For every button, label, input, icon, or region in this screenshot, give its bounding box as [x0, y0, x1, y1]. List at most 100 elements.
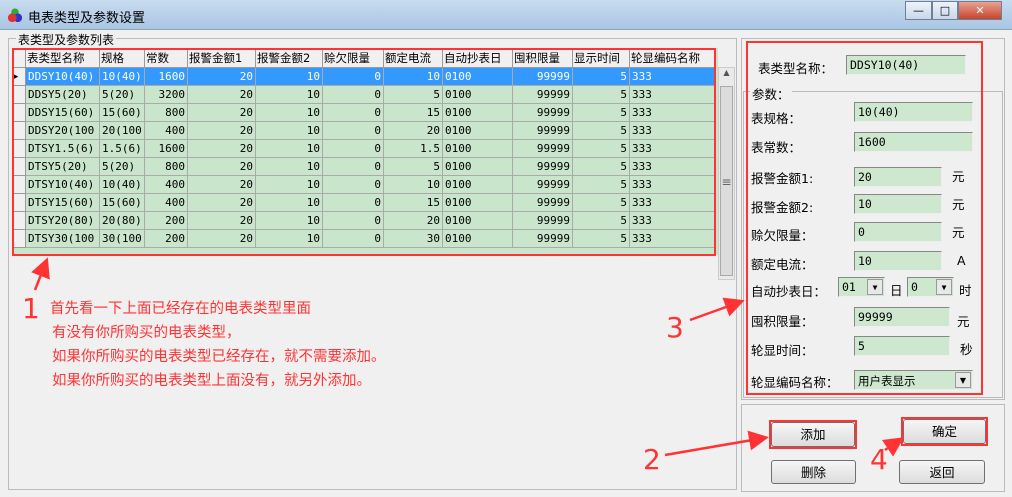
table-row[interactable]: DTSY30(100 30(100 200 20 10 0 30 0100 99999 5 333	[12, 229, 716, 248]
code-name-select[interactable]: 用户表显示 ▼	[854, 370, 973, 390]
table-cell[interactable]: 1600	[144, 139, 188, 158]
table-cell[interactable]: 1600	[144, 67, 188, 86]
hoard-input[interactable]: 99999	[854, 307, 950, 327]
table-cell[interactable]: 10	[255, 85, 323, 104]
table-cell[interactable]: 20	[383, 211, 443, 230]
table-cell[interactable]: 15(60)	[99, 193, 145, 212]
row-header[interactable]: ▶	[12, 67, 26, 86]
close-button[interactable]: ✕	[958, 1, 1002, 20]
day-select[interactable]: 01 ▼	[838, 277, 885, 297]
table-row[interactable]: DTSY10(40) 10(40) 400 20 10 0 10 0100 99999 5 333	[12, 175, 716, 194]
list-group	[8, 38, 737, 490]
table-cell[interactable]: 333	[629, 229, 716, 248]
table-cell[interactable]: 99999	[512, 175, 573, 194]
scroll-thumb[interactable]: ≡	[720, 86, 733, 276]
table-cell[interactable]: 333	[629, 67, 716, 86]
table-cell[interactable]: 400	[144, 175, 188, 194]
table-cell[interactable]: 400	[144, 193, 188, 212]
table-cell[interactable]: 10	[255, 229, 323, 248]
column-header[interactable]: 表类型名称	[25, 48, 100, 68]
table-cell[interactable]: DTSY10(40)	[25, 175, 100, 194]
table-cell[interactable]: 800	[144, 157, 188, 176]
table-cell[interactable]: 0100	[442, 175, 513, 194]
hour-select[interactable]: 0 ▼	[907, 277, 954, 297]
table-cell[interactable]: DTSY20(80)	[25, 211, 100, 230]
table-cell[interactable]: 10	[255, 157, 323, 176]
table-row[interactable]: DTSY15(60) 15(60) 400 20 10 0 15 0100 99999 5 333	[12, 193, 716, 212]
table-cell[interactable]: DTSY1.5(6)	[25, 139, 100, 158]
table-cell[interactable]: 333	[629, 193, 716, 212]
table-cell[interactable]: 200	[144, 229, 188, 248]
table-cell[interactable]: 5(20)	[99, 85, 145, 104]
day-unit: 日	[890, 283, 903, 298]
arrow-4	[881, 437, 905, 457]
auto-read-label: 自动抄表日：	[751, 284, 827, 299]
table-row[interactable]: DTSY20(80) 20(80) 200 20 10 0 20 0100 99999 5 333	[12, 211, 716, 230]
alarm1-input[interactable]: 20	[854, 167, 942, 187]
table-cell[interactable]: 20	[187, 229, 256, 248]
vertical-scrollbar[interactable]: ▲ ≡	[718, 67, 735, 280]
table-cell[interactable]: 99999	[512, 103, 573, 122]
meter-type-grid[interactable]: 表类型名称 规格 常数 报警金额1 报警金额2 赊欠限量 额定电流 自动抄表日 囤积限量 显示时间…	[12, 48, 718, 255]
form-group	[741, 38, 1005, 400]
table-cell[interactable]: DTSY30(100	[25, 229, 100, 248]
table-cell[interactable]: 99999	[512, 193, 573, 212]
row-header[interactable]	[12, 157, 26, 176]
chevron-down-icon[interactable]: ▼	[936, 279, 952, 295]
annotation-line: 首先看一下上面已经存在的电表类型里面	[50, 301, 311, 317]
table-cell[interactable]: 20	[187, 211, 256, 230]
hoard-unit: 元	[957, 314, 970, 329]
display-time-input[interactable]: 5	[854, 336, 950, 356]
table-cell[interactable]: 99999	[512, 85, 573, 104]
chevron-down-icon[interactable]: ▼	[867, 279, 883, 295]
column-header[interactable]: 额定电流	[383, 48, 443, 68]
table-cell[interactable]: 0100	[442, 67, 513, 86]
annotation-box-form	[746, 41, 983, 395]
name-input[interactable]: DDSY10(40)	[846, 55, 966, 75]
back-button[interactable]: 返回	[899, 460, 985, 484]
column-header[interactable]: 自动抄表日	[442, 48, 513, 68]
table-cell[interactable]: 10	[255, 121, 323, 140]
table-cell[interactable]: 99999	[512, 121, 573, 140]
table-cell[interactable]: 99999	[512, 229, 573, 248]
spec-input[interactable]: 10(40)	[854, 102, 973, 122]
table-cell[interactable]: 10(40)	[99, 67, 145, 86]
table-row[interactable]: DDSY15(60) 15(60) 800 20 10 0 15 0100 99999 5 333	[12, 103, 716, 122]
column-header[interactable]: 显示时间	[572, 48, 630, 68]
row-header[interactable]	[12, 121, 26, 140]
column-header[interactable]: 赊欠限量	[322, 48, 384, 68]
column-header[interactable]: 常数	[144, 48, 188, 68]
table-cell[interactable]: 99999	[512, 139, 573, 158]
table-cell[interactable]: 0100	[442, 157, 513, 176]
alarm2-input[interactable]: 10	[854, 194, 942, 214]
maximize-button[interactable]: □	[932, 1, 958, 20]
delete-button[interactable]: 删除	[771, 460, 856, 484]
table-cell[interactable]: 30	[383, 229, 443, 248]
current-input[interactable]: 10	[854, 251, 942, 271]
table-cell[interactable]: DDSY10(40)	[25, 67, 100, 86]
table-cell[interactable]: 0100	[442, 229, 513, 248]
const-label: 表常数：	[751, 140, 802, 155]
column-header[interactable]: 囤积限量	[512, 48, 573, 68]
current-label: 额定电流：	[751, 257, 814, 272]
scroll-up-arrow-icon[interactable]: ▲	[723, 68, 730, 77]
table-cell[interactable]: 10	[383, 67, 443, 86]
ok-button[interactable]: 确定	[903, 419, 986, 444]
table-cell[interactable]: 333	[629, 211, 716, 230]
alarm2-label: 报警金额2:	[751, 200, 814, 215]
const-input[interactable]: 1600	[854, 132, 973, 152]
chevron-down-icon[interactable]: ▼	[955, 372, 971, 388]
table-cell[interactable]: 20	[187, 67, 256, 86]
table-cell[interactable]: 20(100	[99, 121, 145, 140]
row-header[interactable]	[12, 193, 26, 212]
table-cell[interactable]: 99999	[512, 211, 573, 230]
table-cell[interactable]: 200	[144, 211, 188, 230]
credit-input[interactable]: 0	[854, 222, 942, 242]
code-name-value: 用户表显示	[858, 374, 916, 388]
table-cell[interactable]: 99999	[512, 67, 573, 86]
table-cell[interactable]: DTSY5(20)	[25, 157, 100, 176]
minimize-button[interactable]: —	[905, 1, 932, 20]
table-row[interactable]: DTSY1.5(6) 1.5(6) 1600 20 10 0 1.5 0100 99999 5 33…	[12, 139, 716, 158]
add-button[interactable]: 添加	[771, 422, 855, 447]
table-row[interactable]: DDSY5(20) 5(20) 3200 20 10 0 5 0100 99999 5 333	[12, 85, 716, 104]
